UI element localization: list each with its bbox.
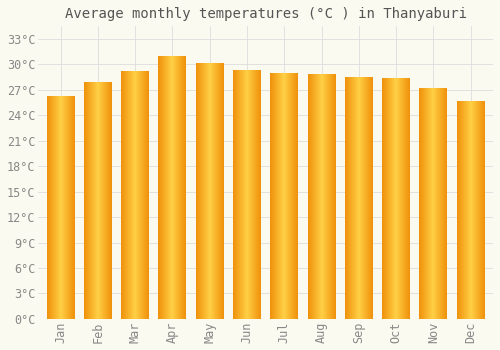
Title: Average monthly temperatures (°C ) in Thanyaburi: Average monthly temperatures (°C ) in Th…: [64, 7, 466, 21]
